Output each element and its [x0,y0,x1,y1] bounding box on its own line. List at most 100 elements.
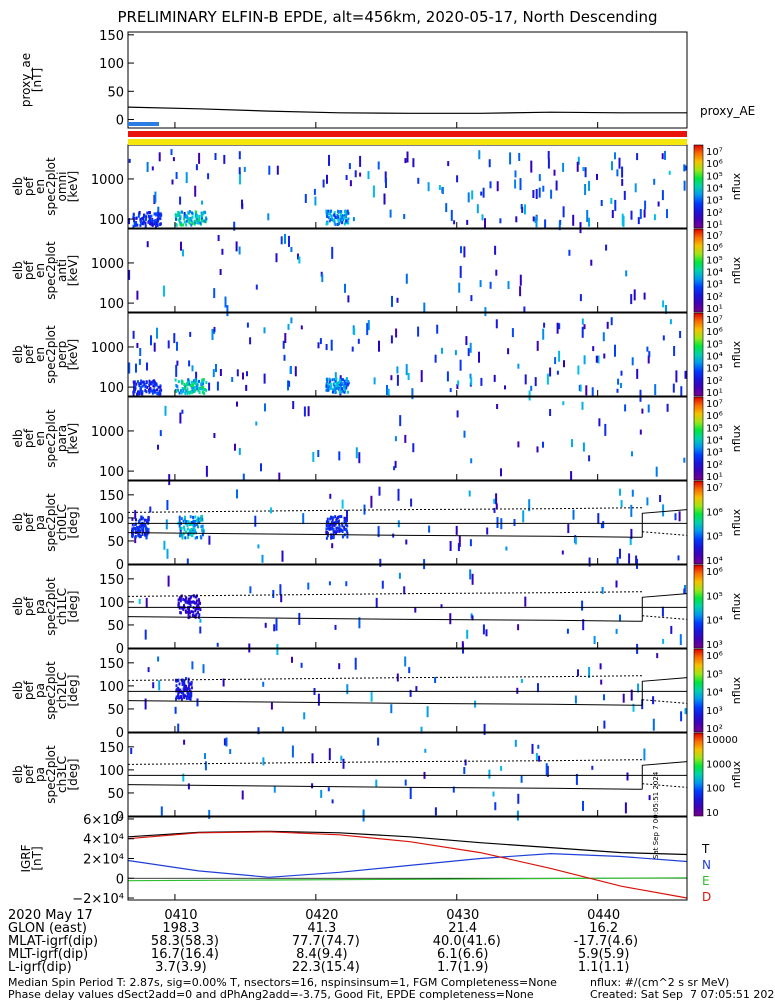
pa_ch2-cell [409,689,412,697]
en_perp-hotspot-cell [196,383,199,387]
pa_ch1-cell [145,597,148,608]
en_perp-cell [534,377,537,387]
pa_ch2-hotspot-cell [181,680,184,684]
en_anti-cell [217,235,220,241]
en_para-colorbar-tick: 10³ [706,448,723,459]
en_omni-cell [179,196,182,205]
pa_ch0-cell [261,554,264,563]
en_omni-cell [223,154,226,164]
pa_ch3-cell [241,790,244,800]
pa_ch2-hotspot-cell [190,686,193,690]
en_perp-cell [282,340,285,349]
en_perp-cell [620,370,623,376]
en_omni-hotspot-cell [150,214,153,218]
pa_ch0-colorbar-tick: 10⁵ [706,532,723,543]
en_perp-hotspot-cell [326,379,329,383]
pa_ch0-hotspot-cell [325,524,328,527]
pa_ch1-cell [275,618,278,631]
pa_ch0-hotspot-cell [328,527,331,531]
en_perp-cell [672,383,675,393]
en_perp-hotspot-cell [143,383,146,387]
en_perp-cell [378,340,380,352]
pa_ch0-hotspot-cell [145,536,148,540]
pa_ch2-cell [588,667,591,678]
en_omni-cell [243,166,246,172]
en_omni-ylabel: elb [11,177,25,195]
en_perp-hotspot-cell [139,389,142,392]
en_omni-hotspot-cell [136,223,139,227]
pa_ch1-hotspot-cell [185,596,188,600]
en_perp-hotspot-cell [200,387,202,391]
en_para-cell [205,465,208,477]
en_omni-cell [562,206,565,218]
pa_ch0-hotspot-cell [326,517,329,521]
en_para-cell [571,439,573,448]
en_para-cell [179,412,182,424]
en_omni-cell [661,153,664,160]
en_para-cell [238,447,241,455]
en_para-cell [242,473,245,481]
pa_ch1-hotspot-cell [187,612,190,616]
pa_ch0-ytick-label: 100 [99,512,124,527]
en_omni-cell [611,210,614,218]
en_para-cell [549,409,552,416]
pa_ch0-ytick-label: 0 [116,558,124,573]
pa_ch0-hotspot-cell [335,520,338,524]
pa_ch0-cell [588,557,591,567]
pa_ch2-cell [622,693,625,703]
pa_ch2-cell [152,682,155,689]
pa_ch0-colorbar-tick: 10⁶ [706,507,723,518]
en_anti-cell [523,306,526,314]
ephemeris-label-4: L-igrf(dip) [8,960,72,975]
pa_ch3-cell [531,743,534,754]
en_perp-cell [284,333,287,343]
pa_ch0-hotspot-cell [201,524,204,528]
en_omni-hotspot-cell [332,218,335,222]
en_para-cell [255,421,258,426]
pa_ch0-cell [186,558,189,566]
pa_ch0-hotspot-cell [139,535,142,538]
pa_ch0-hotspot-cell [186,520,189,523]
pa_ch1-cell [517,624,520,631]
en_omni-cell [194,185,197,197]
pa_ch0-hotspot-cell [197,517,200,521]
pa_ch0-hotspot-cell [338,522,341,526]
pa_ch0-hotspot-cell [201,528,204,531]
pa_ch0-hotspot-cell [332,523,335,527]
en_omni-cell [664,150,666,160]
en_omni-cell [403,214,406,219]
en_omni-cell [404,158,407,164]
en_omni-cell [328,154,330,166]
pa_ch3-cell [208,809,211,819]
en_anti-cell [396,297,399,303]
pa_ch0-hotspot-cell [131,527,134,531]
en_omni-cell [666,209,668,219]
en_perp-cell [216,381,219,391]
en_omni-hotspot-cell [202,212,205,216]
en_omni-hotspot-cell [149,211,151,215]
pa_ch0-hotspot-cell [327,523,330,527]
en_perp-colorbar [693,312,704,397]
pa_ch1-cell [662,638,665,644]
en_perp-hotspot-cell [186,391,189,395]
en_para-cells [157,401,686,486]
pa_ch1-hotspot-cell [194,614,197,618]
en_para-cell [234,443,236,451]
pa_ch1-hotspot-cell [198,600,201,604]
en_omni-hotspot-cell [334,216,337,219]
en_perp-hotspot-cell [146,385,149,389]
en_perp-cell [585,385,588,396]
en_anti-cell [284,233,286,244]
pa_ch0-ylabel: pa [33,515,47,530]
en_para-colorbar-tick: 10² [706,460,723,471]
en_perp-hotspot-cell [344,381,347,385]
en_anti-cell [224,296,227,308]
en_omni-cell [359,155,362,167]
en_anti-cell [180,241,182,251]
en_omni-hotspot-cell [204,220,207,224]
en_omni-cell [683,180,686,191]
en_omni-hotspot-cell [328,219,331,223]
pa_ch0-cell [208,535,211,545]
en_omni-hotspot-cell [151,221,153,225]
en_anti-cell [128,269,131,280]
